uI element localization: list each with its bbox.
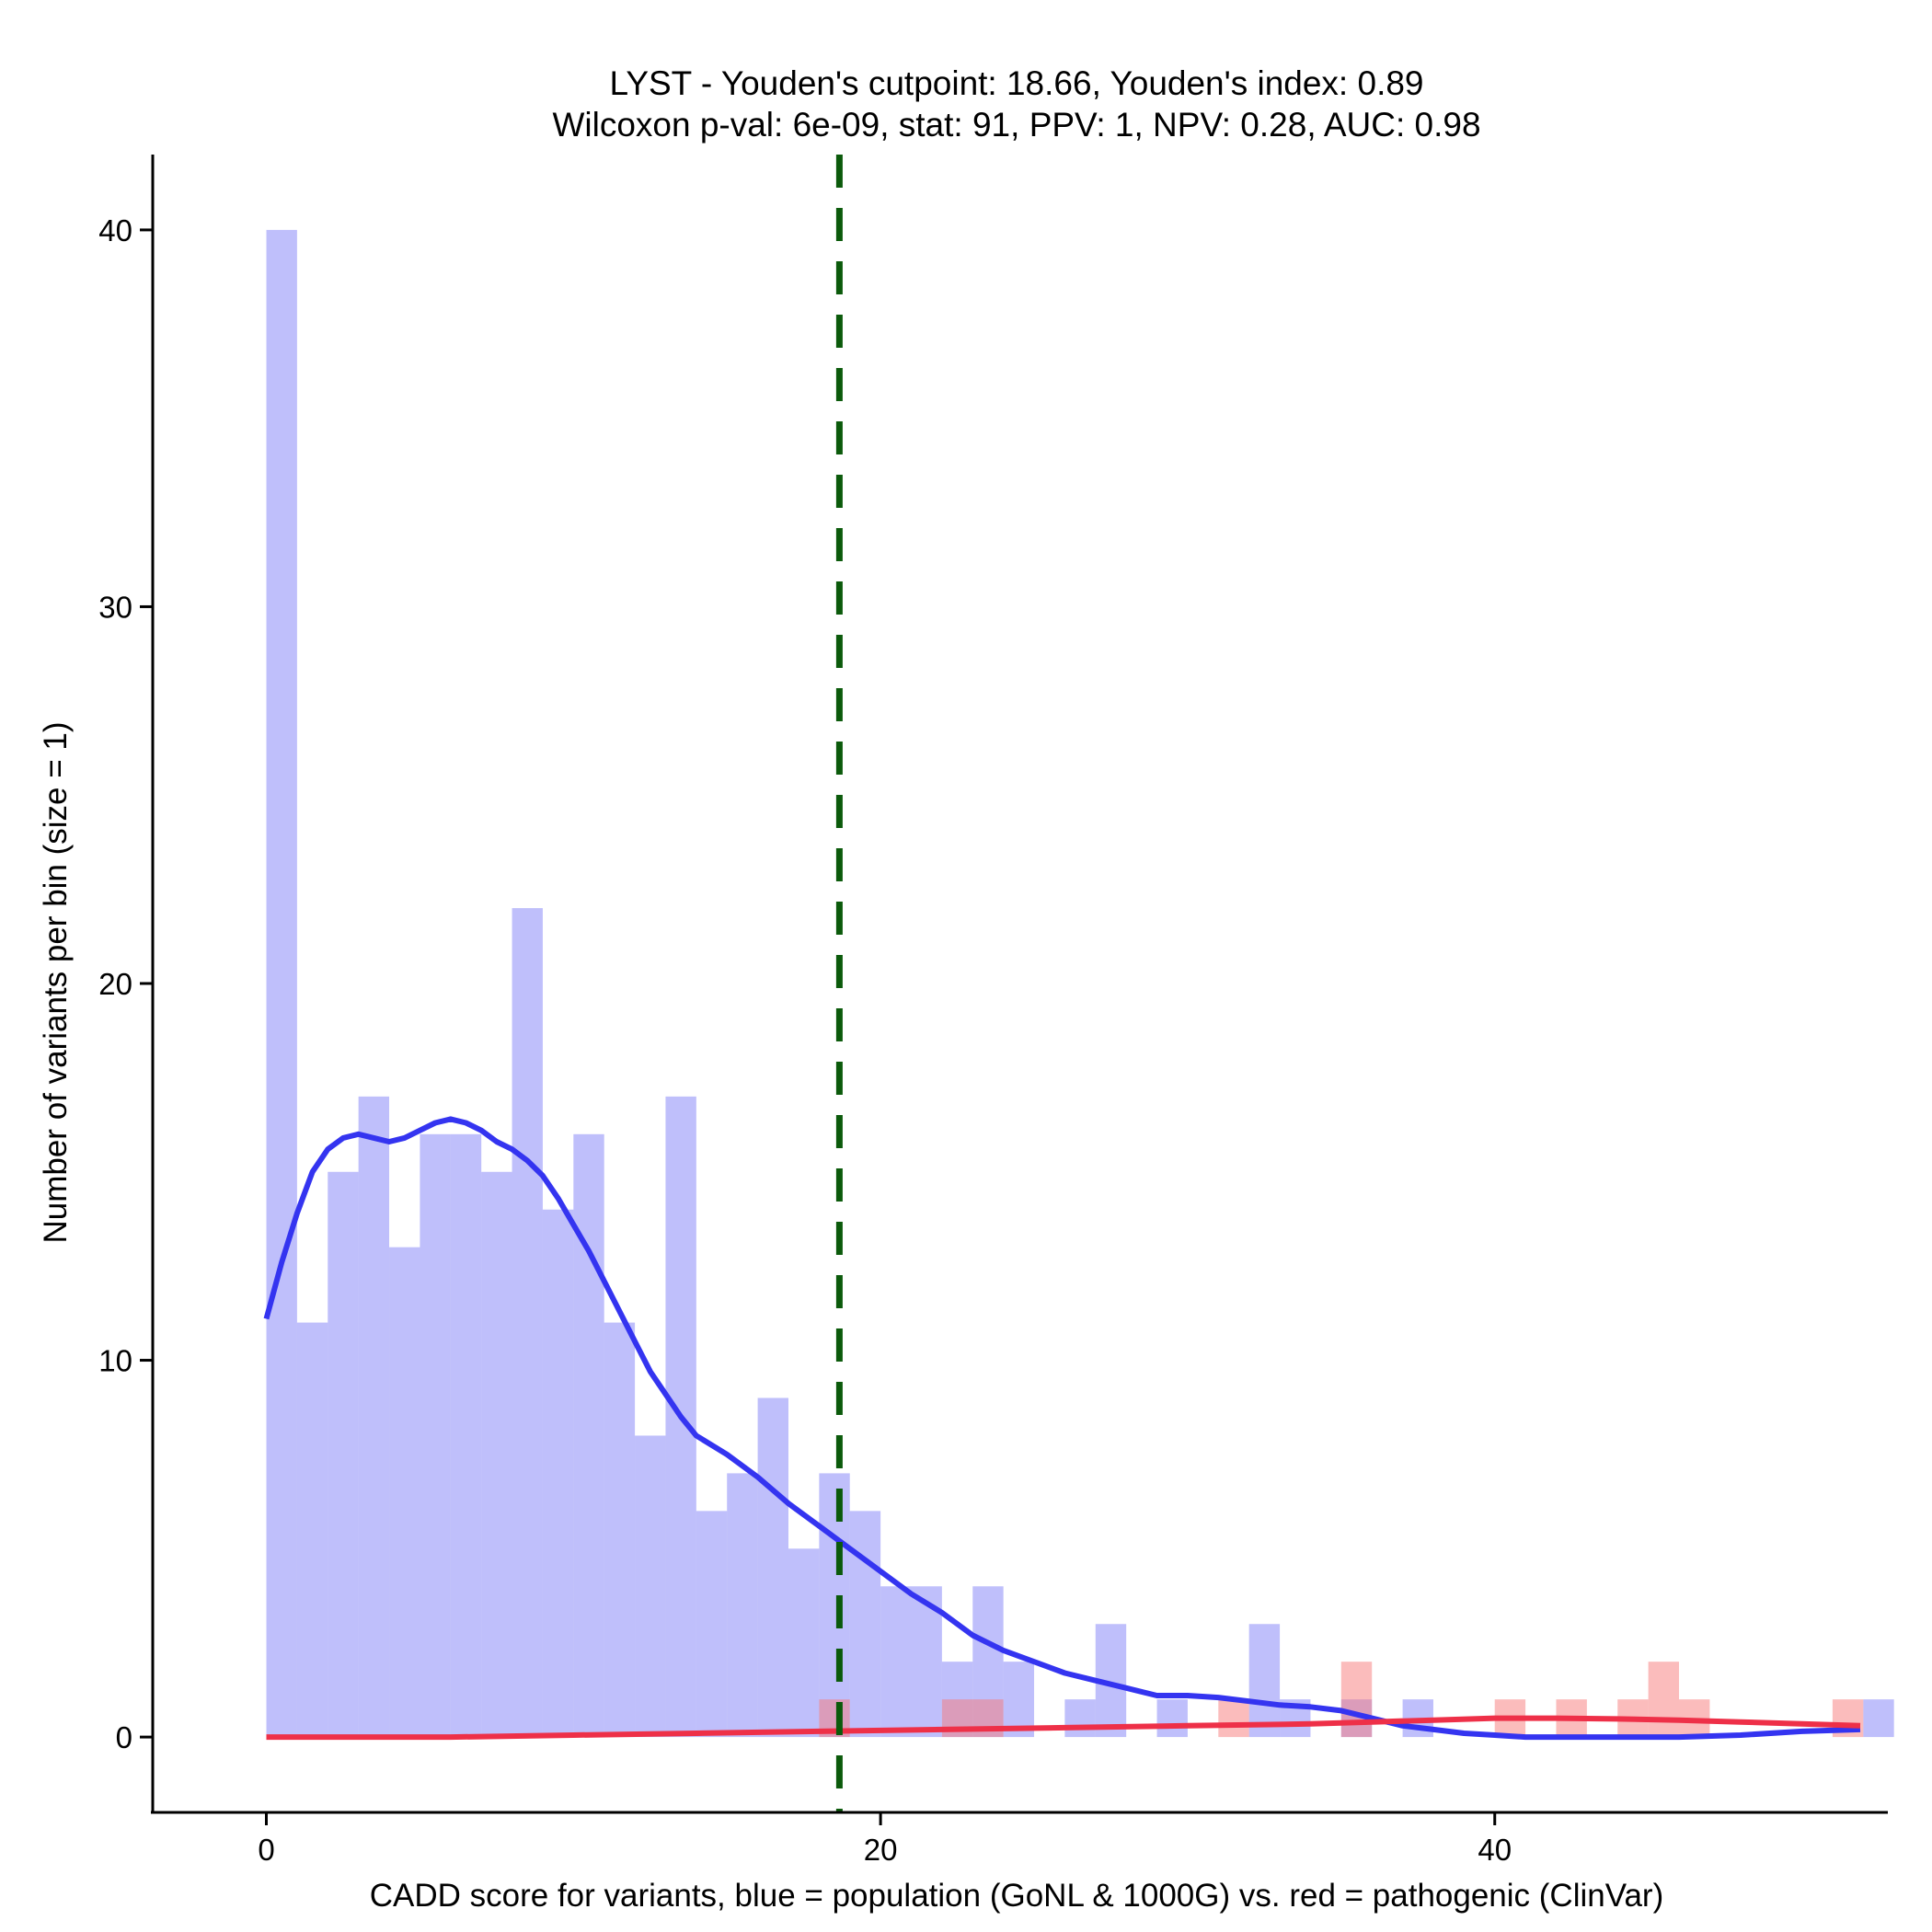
population-bar-12 [635,1435,666,1738]
population-bar-9 [542,1209,574,1738]
x-axis-title: CADD score for variants, blue = populati… [370,1878,1664,1914]
population-density-curve [263,1116,1861,1741]
population-bar-2 [328,1171,359,1738]
population-bar-5 [420,1133,451,1738]
pathogenic-density-curve [266,1715,1861,1741]
population-bar-28 [1248,1624,1281,1738]
population-bar-14 [696,1511,728,1738]
population-bar-15 [727,1473,758,1738]
population-bar-11 [604,1322,636,1738]
y-tick-label-2: 20 [98,967,132,1001]
population-bar-24 [1003,1662,1035,1738]
x-axis-ticks: 0 20 40 [258,1812,1512,1867]
pathogenic-bar-4 [1340,1662,1373,1738]
population-bar-20 [880,1586,912,1738]
population-bar-4 [389,1247,420,1738]
population-bar-7 [481,1171,512,1738]
population-bar-19 [849,1511,881,1738]
chart-title-line2: Wilcoxon p-val: 6e-09, stat: 91, PPV: 1,… [552,106,1480,144]
y-tick-label-0: 0 [116,1720,132,1754]
population-bar-0 [266,229,297,1738]
population-bar-27 [1156,1699,1188,1738]
population-bar-3 [358,1096,390,1738]
population-bar-18 [819,1473,850,1738]
population-bar-10 [573,1133,604,1738]
x-tick-label-1: 20 [864,1833,898,1867]
population-bars [266,229,1894,1738]
population-bar-17 [788,1548,820,1738]
population-bar-25 [1064,1699,1096,1738]
x-tick-label-0: 0 [258,1833,274,1867]
y-axis-title: Number of variants per bin (size = 1) [38,721,74,1243]
y-tick-label-4: 40 [98,213,132,247]
population-bar-6 [450,1133,482,1738]
chart-title-line1: LYST - Youden's cutpoint: 18.66, Youden'… [609,64,1423,102]
y-axis-ticks: 0 10 20 30 40 [98,213,153,1754]
x-tick-label-2: 40 [1478,1833,1512,1867]
pathogenic-bar-8 [1648,1662,1680,1738]
y-tick-label-1: 10 [98,1344,132,1378]
population-bar-16 [757,1397,788,1738]
y-tick-label-3: 30 [98,590,132,624]
population-bar-8 [512,908,543,1738]
population-bar-32 [1863,1699,1894,1738]
population-bar-1 [296,1322,328,1738]
pathogenic-bar-3 [1218,1699,1249,1738]
